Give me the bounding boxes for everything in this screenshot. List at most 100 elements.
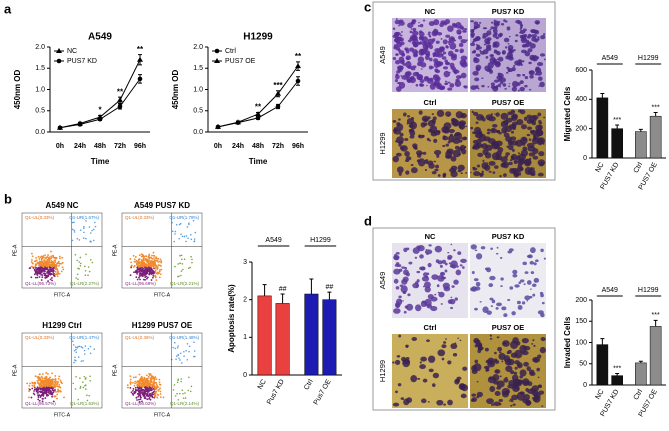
- flow-dot: [55, 266, 58, 268]
- flow-dot: [54, 270, 57, 273]
- flow-dot: [56, 397, 58, 400]
- flow-dot: [179, 359, 181, 361]
- cell: [450, 260, 458, 269]
- cell: [454, 297, 458, 301]
- flow-dot: [188, 223, 190, 226]
- cell: [504, 20, 508, 23]
- cell: [496, 302, 502, 307]
- flow-dot: [84, 265, 86, 268]
- cell: [472, 131, 476, 134]
- cell: [513, 371, 518, 375]
- cell: [486, 30, 492, 36]
- flow-dot: [140, 255, 143, 258]
- flow-dot: [140, 259, 143, 261]
- flow-dot: [157, 261, 159, 263]
- cell: [526, 366, 531, 372]
- flow-dot: [142, 265, 145, 267]
- panel-label: b: [4, 191, 12, 206]
- flow-dot: [44, 380, 46, 382]
- cell: [541, 405, 544, 407]
- cell: [504, 87, 507, 90]
- flow-dot: [42, 387, 44, 390]
- flow-dot: [177, 345, 179, 347]
- x-tick-label: 48h: [252, 143, 264, 150]
- cell: [508, 400, 511, 402]
- cell: [538, 121, 543, 125]
- flow-dot: [188, 345, 191, 348]
- flow-dot: [38, 387, 41, 389]
- cell: [521, 36, 526, 39]
- cell: [433, 74, 437, 78]
- significance: ***: [273, 81, 283, 90]
- cell: [517, 152, 520, 155]
- flow-dot: [174, 265, 176, 268]
- flow-dot: [158, 381, 161, 384]
- y-tick-label: 50: [579, 361, 587, 368]
- group-label: H1299: [638, 55, 659, 62]
- flow-dot: [148, 374, 151, 377]
- flow-dot: [146, 394, 149, 397]
- flow-dot: [31, 387, 34, 390]
- flow-dot: [127, 386, 129, 389]
- cell: [407, 293, 411, 297]
- flow-dot: [149, 395, 151, 397]
- column-label: Ctrl: [424, 323, 437, 332]
- flow-dot: [132, 381, 134, 384]
- flow-dot: [53, 389, 56, 392]
- flow-dot: [54, 395, 56, 398]
- cell: [393, 129, 397, 131]
- panel-label: a: [4, 1, 12, 16]
- cell: [476, 138, 482, 145]
- cell: [428, 163, 435, 169]
- flow-dot: [141, 392, 143, 395]
- flow-dot: [49, 382, 52, 385]
- cell: [530, 34, 538, 38]
- flow-dot: [138, 276, 140, 279]
- flow-dot: [160, 260, 163, 262]
- cell: [511, 156, 515, 160]
- marker: [56, 58, 62, 64]
- cell: [485, 44, 492, 49]
- cell: [457, 164, 465, 171]
- cell: [454, 378, 460, 385]
- flow-dot: [43, 391, 45, 394]
- flow-dot: [152, 254, 155, 257]
- flow-dot: [36, 388, 39, 391]
- flow-dot: [141, 261, 144, 264]
- flow-dot: [87, 347, 90, 350]
- cell: [462, 266, 465, 269]
- cell: [521, 301, 526, 305]
- flow-dot: [58, 375, 61, 378]
- flow-dot: [153, 380, 156, 382]
- flow-dot: [144, 397, 147, 400]
- cell: [407, 65, 410, 69]
- quadrant-label: Q1-LR(1.63%): [70, 401, 100, 406]
- cell: [418, 22, 420, 24]
- quadrant-label: Q1-LL(96.02%): [125, 401, 156, 406]
- cell: [452, 353, 458, 357]
- flow-dot: [141, 379, 144, 382]
- bar: [635, 131, 647, 159]
- flow-dot: [49, 268, 51, 271]
- cell: [474, 307, 478, 311]
- cell: [421, 36, 429, 43]
- flow-dot: [72, 382, 75, 385]
- flow-dot: [52, 261, 55, 263]
- cell: [398, 24, 400, 27]
- cell: [494, 369, 501, 374]
- cell: [474, 126, 481, 134]
- flow-dot: [47, 389, 49, 391]
- cell: [479, 50, 486, 55]
- error-bar: [615, 373, 620, 376]
- flow-dot: [138, 254, 141, 257]
- flow-dot: [140, 269, 143, 272]
- flow-dot: [149, 272, 151, 275]
- cell: [452, 68, 458, 73]
- flow-dot: [38, 269, 41, 272]
- cell: [527, 48, 533, 53]
- micrograph: [470, 243, 546, 318]
- flow-dot: [138, 273, 141, 276]
- cell: [444, 269, 448, 273]
- cell: [521, 338, 529, 344]
